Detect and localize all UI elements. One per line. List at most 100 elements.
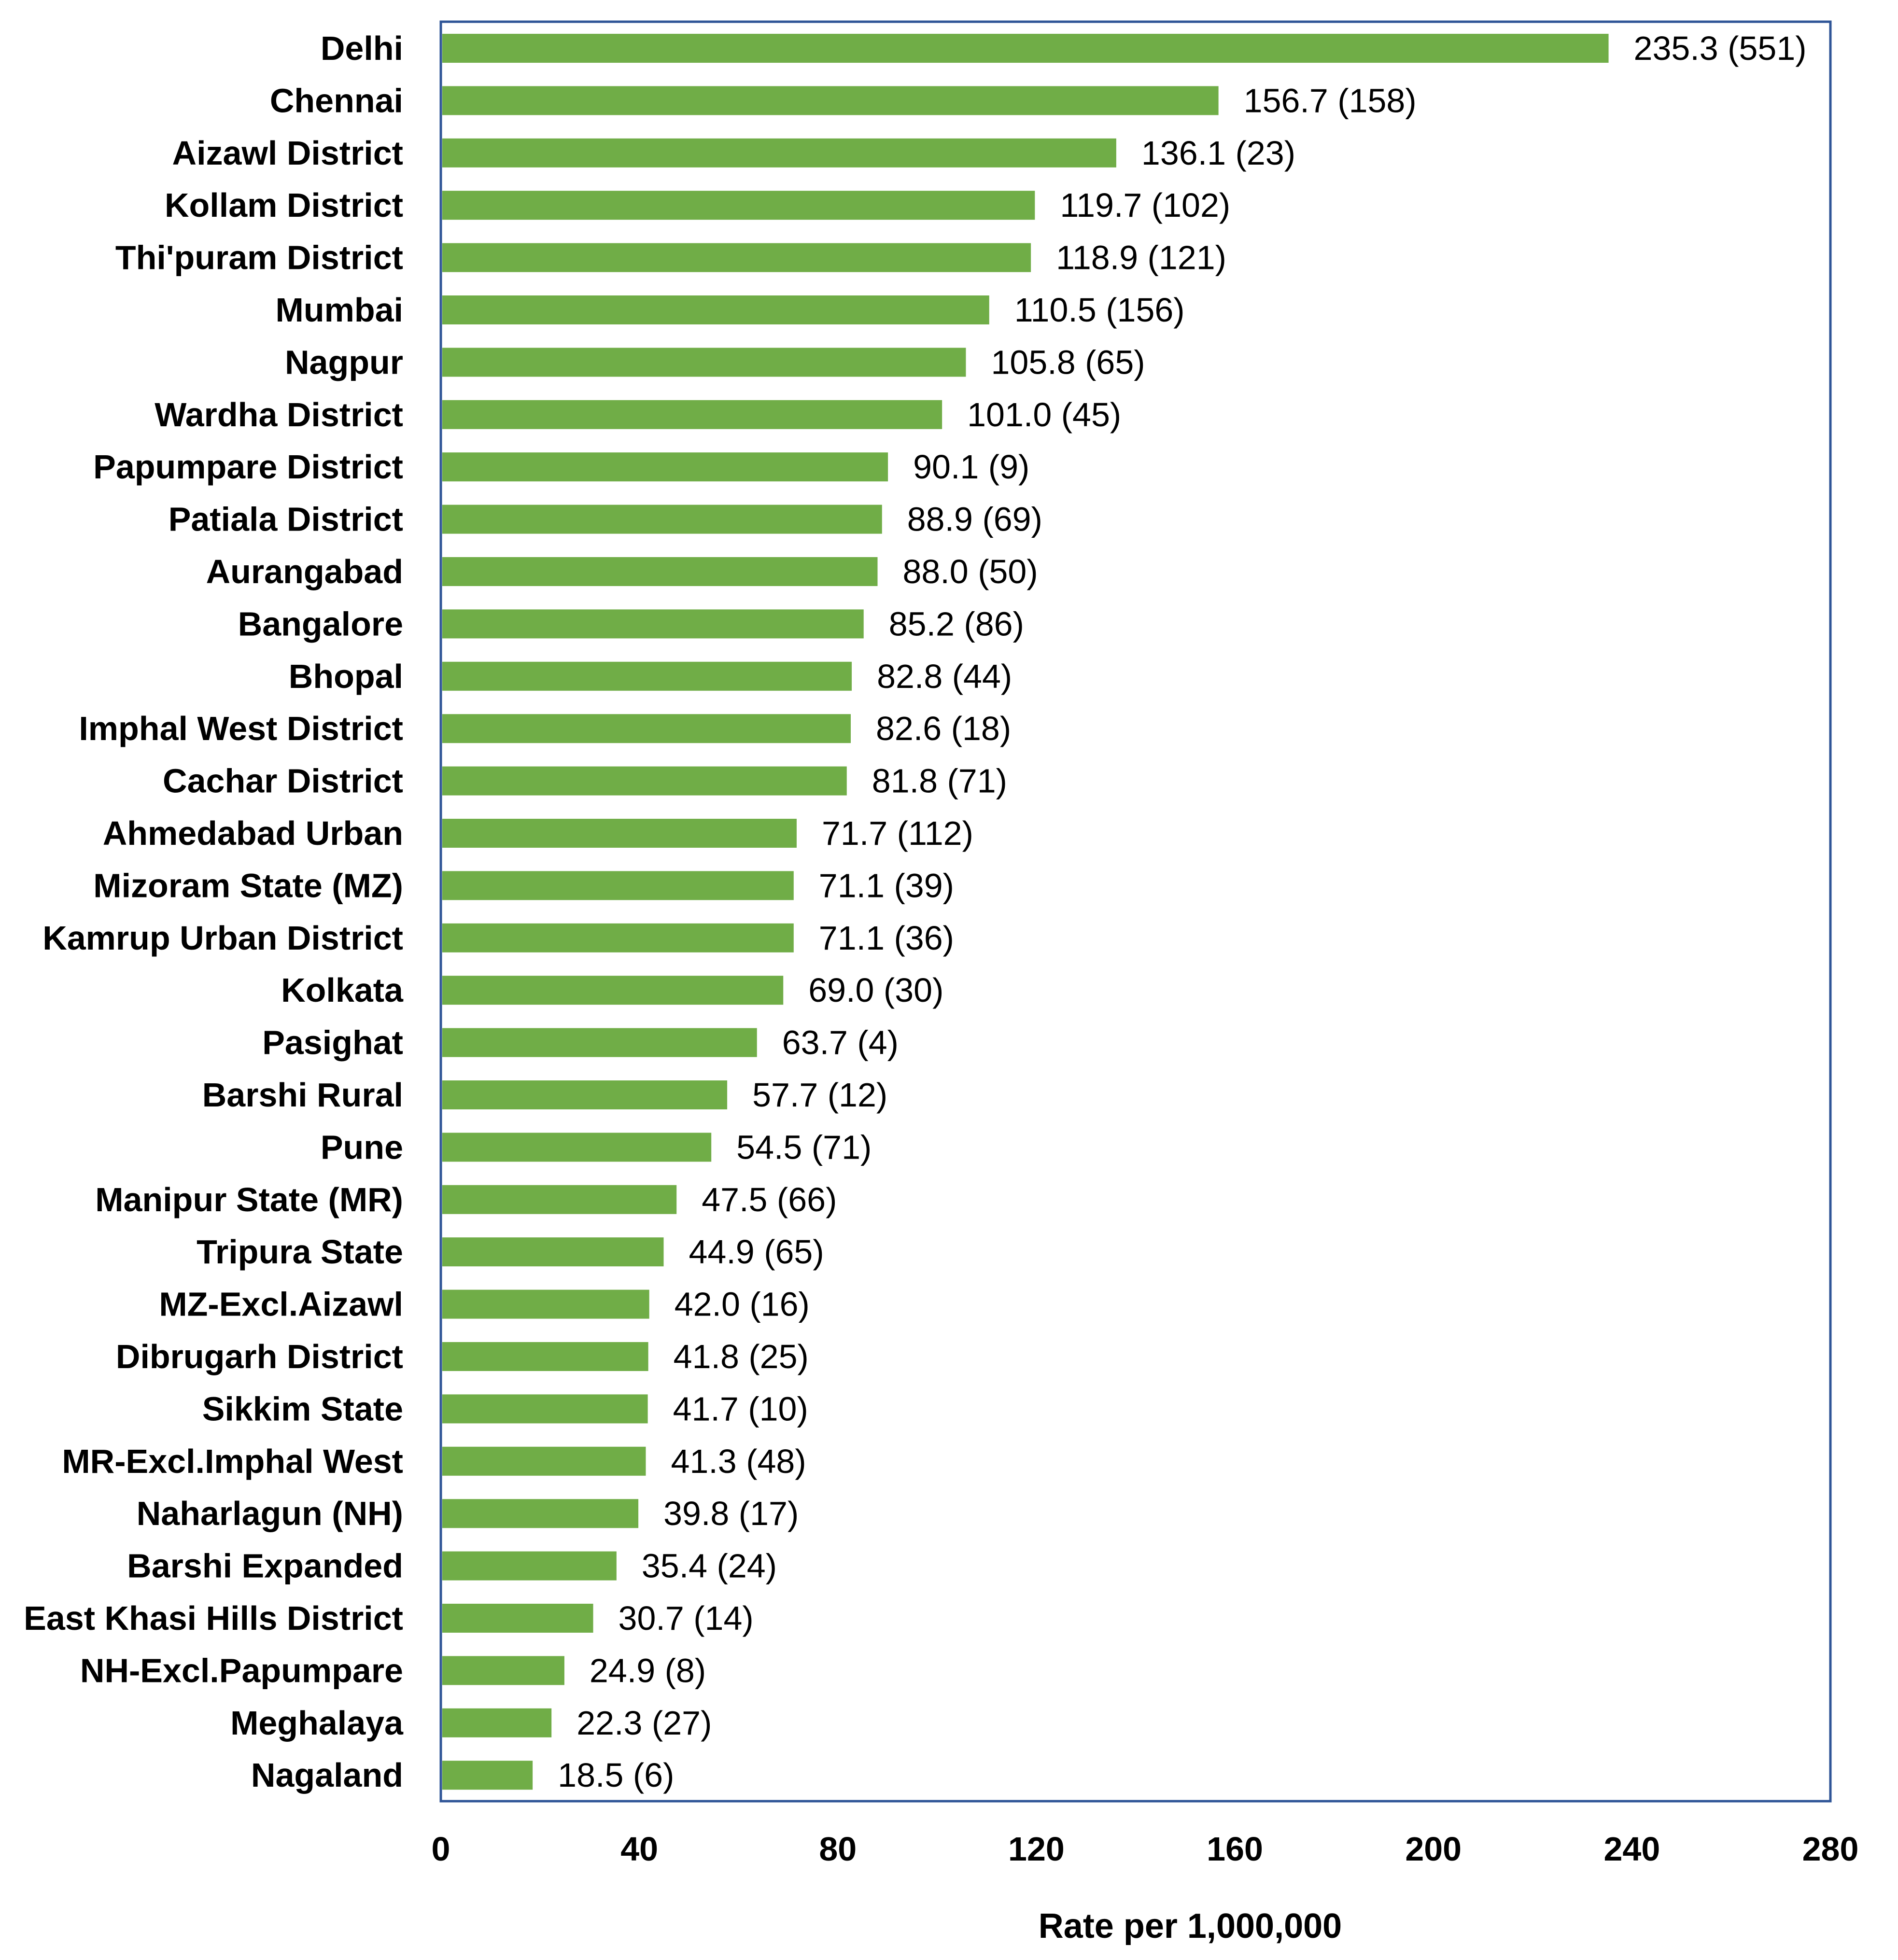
data-label: 54.5 (71) <box>736 1128 872 1166</box>
x-tick-label: 280 <box>1802 1830 1859 1868</box>
category-label: Ahmedabad Urban <box>103 814 403 852</box>
category-label: Cachar District <box>163 762 403 800</box>
data-label: 71.1 (39) <box>819 867 954 904</box>
bar <box>442 504 882 534</box>
bar <box>442 138 1116 168</box>
category-label: East Khasi Hills District <box>24 1599 403 1637</box>
data-label: 41.8 (25) <box>674 1338 809 1375</box>
category-label: Manipur State (MR) <box>95 1181 403 1218</box>
category-label: Wardha District <box>155 396 403 434</box>
category-label: Meghalaya <box>230 1704 404 1742</box>
bar <box>442 86 1219 115</box>
x-axis-title: Rate per 1,000,000 <box>1039 1907 1342 1946</box>
category-label: MZ-Excl.Aizawl <box>159 1286 403 1323</box>
category-label: NH-Excl.Papumpare <box>80 1652 403 1689</box>
x-tick-label: 40 <box>620 1830 658 1868</box>
category-label: Naharlagun (NH) <box>137 1495 403 1532</box>
x-tick-label: 80 <box>819 1830 857 1868</box>
data-label: 18.5 (6) <box>558 1756 674 1794</box>
plot-area-frame <box>439 20 1832 1803</box>
x-axis-ticks-group: 0 40 80 120 160 200 240 280 <box>432 1830 1859 1868</box>
data-labels-group: 235.3 (551) 156.7 (158) 136.1 (23) 119.7 (1… <box>558 29 1806 1794</box>
category-label: Dibrugarh District <box>116 1338 403 1375</box>
category-label: Aizawl District <box>172 134 403 172</box>
bar <box>442 714 851 743</box>
data-label: 90.1 (9) <box>913 448 1029 486</box>
data-label: 35.4 (24) <box>642 1547 777 1585</box>
category-label: Imphal West District <box>79 710 403 747</box>
bar <box>442 1237 664 1267</box>
category-label: Aurangabad <box>206 553 403 590</box>
data-label: 156.7 (158) <box>1244 82 1417 119</box>
data-label: 101.0 (45) <box>967 396 1121 434</box>
category-label: Kollam District <box>165 186 403 224</box>
data-label: 110.5 (156) <box>1014 291 1185 329</box>
data-label: 82.6 (18) <box>876 710 1011 747</box>
data-label: 71.1 (36) <box>819 919 954 957</box>
data-label: 235.3 (551) <box>1634 29 1807 67</box>
data-label: 22.3 (27) <box>576 1704 712 1742</box>
x-tick-label: 200 <box>1405 1830 1462 1868</box>
bar <box>442 661 852 691</box>
data-label: 41.7 (10) <box>673 1390 808 1428</box>
category-label: Bangalore <box>238 605 403 643</box>
data-label: 136.1 (23) <box>1141 134 1295 172</box>
category-label: Barshi Expanded <box>127 1547 403 1585</box>
x-tick-label: 0 <box>432 1830 450 1868</box>
bar <box>442 1551 617 1581</box>
data-label: 85.2 (86) <box>889 605 1024 643</box>
bar <box>442 1708 552 1737</box>
bar <box>442 400 942 429</box>
bar <box>442 191 1035 220</box>
bar <box>442 1656 564 1685</box>
data-label: 57.7 (12) <box>752 1076 887 1114</box>
bar <box>442 557 878 586</box>
bar <box>442 1028 757 1057</box>
category-label: Tripura State <box>197 1233 403 1271</box>
data-label: 42.0 (16) <box>675 1286 810 1323</box>
bar <box>442 1604 593 1633</box>
data-label: 47.5 (66) <box>702 1181 837 1218</box>
x-tick-label: 240 <box>1603 1830 1660 1868</box>
bar <box>442 819 797 848</box>
x-tick-label: 160 <box>1207 1830 1263 1868</box>
data-label: 81.8 (71) <box>872 762 1007 800</box>
bar <box>442 976 784 1005</box>
category-label: Mizoram State (MZ) <box>93 867 403 904</box>
data-label: 119.7 (102) <box>1060 186 1230 224</box>
data-label: 69.0 (30) <box>808 971 943 1009</box>
bar <box>442 1080 728 1109</box>
bar <box>442 243 1031 272</box>
category-label: MR-Excl.Imphal West <box>62 1442 403 1480</box>
bar <box>442 1342 648 1371</box>
bar <box>442 1761 533 1790</box>
bar <box>442 609 864 639</box>
category-label: Pune <box>321 1128 403 1166</box>
category-label: Bhopal <box>289 658 403 695</box>
bar <box>442 1185 677 1214</box>
bars-group <box>442 34 1609 1790</box>
data-label: 71.7 (112) <box>822 814 973 852</box>
category-labels-group: Delhi Chennai Aizawl District Kollam Distri… <box>24 29 404 1794</box>
bar <box>442 295 989 324</box>
bar <box>442 1133 712 1162</box>
bar <box>442 871 794 900</box>
data-label: 88.0 (50) <box>903 553 1038 590</box>
data-label: 118.9 (121) <box>1056 239 1226 277</box>
category-label: Patiala District <box>169 501 403 538</box>
data-label: 24.9 (8) <box>590 1652 706 1689</box>
category-label: Pasighat <box>262 1024 403 1062</box>
category-label: Kolkata <box>281 971 404 1009</box>
category-label: Sikkim State <box>202 1390 403 1428</box>
bar <box>442 1289 649 1319</box>
category-label: Nagaland <box>251 1756 403 1794</box>
bar <box>442 1394 648 1424</box>
bar <box>442 766 847 796</box>
data-label: 105.8 (65) <box>991 343 1145 381</box>
category-label: Barshi Rural <box>202 1076 403 1114</box>
data-label: 82.8 (44) <box>877 658 1012 695</box>
bar <box>442 34 1609 63</box>
bar <box>442 1446 646 1476</box>
